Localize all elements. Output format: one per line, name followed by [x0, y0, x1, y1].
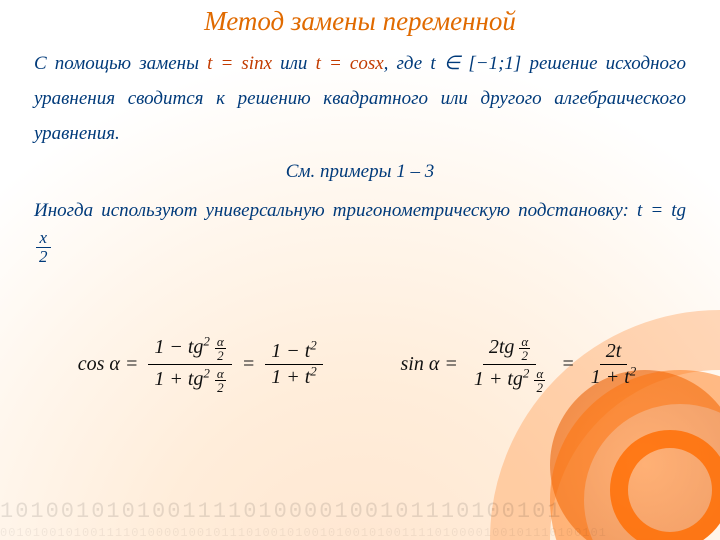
sin-big-num-md: 2	[520, 349, 531, 362]
p2-frac-den: 2	[36, 248, 51, 266]
p2-frac-num: x	[36, 229, 51, 248]
formula-sin: sin α = 2tg α2 1 + tg2 α2 = 2t 1 + t2	[400, 335, 642, 394]
cos-big-num-exp: 2	[203, 333, 210, 348]
sin-small-den-exp: 2	[630, 363, 637, 378]
sin-small-den-t: 1 + t	[591, 366, 630, 388]
cos-big-den-md: 2	[215, 381, 226, 394]
p1-sub1: t = sinx	[207, 53, 272, 74]
sin-smallfrac: 2t 1 + t2	[585, 341, 643, 388]
cos-big-den-exp: 2	[203, 365, 210, 380]
sin-big-den-mini: α2	[534, 367, 545, 394]
p2-text: Иногда используют универсальную тригоном…	[34, 200, 686, 221]
p2-frac: x2	[34, 229, 53, 266]
formula-cos: cos α = 1 − tg2 α2 1 + tg2 α2 = 1 − t2 1…	[78, 335, 323, 394]
slide-title: Метод замены переменной	[0, 6, 720, 37]
sin-bigfrac: 2tg α2 1 + tg2 α2	[468, 335, 551, 394]
sin-eq: =	[561, 353, 575, 376]
cos-small-den-t: 1 + t	[271, 366, 310, 388]
sin-big-num: 2tg α2	[483, 335, 536, 365]
sin-big-num-mini: α2	[519, 335, 530, 362]
paragraph-1: С помощью замены t = sinx или t = cosx, …	[34, 46, 686, 151]
sin-small-den: 1 + t2	[585, 365, 643, 388]
sin-big-num-mn: α	[519, 335, 530, 349]
cos-small-num-t: 1 − t	[271, 340, 310, 362]
cos-big-num-mn: α	[215, 335, 226, 349]
see-examples: См. примеры 1 – 3	[34, 161, 686, 183]
cos-big-num-a: 1 − tg	[154, 336, 203, 358]
cos-big-den-mini: α2	[215, 367, 226, 394]
sin-big-den: 1 + tg2 α2	[468, 365, 551, 394]
cos-small-den: 1 + t2	[265, 365, 323, 388]
cos-small-num: 1 − t2	[265, 341, 323, 365]
cos-big-den-a: 1 + tg	[154, 368, 203, 390]
sin-big-den-md: 2	[535, 381, 546, 394]
cos-smallfrac: 1 − t2 1 + t2	[265, 341, 323, 388]
sin-lhs: sin α =	[400, 353, 457, 376]
sin-small-num: 2t	[600, 341, 628, 365]
cos-big-den: 1 + tg2 α2	[148, 365, 231, 394]
slide-body: С помощью замены t = sinx или t = cosx, …	[34, 46, 686, 266]
formulas-row: cos α = 1 − tg2 α2 1 + tg2 α2 = 1 − t2 1…	[0, 335, 720, 394]
slide: 1010010101001111010000100101110100101 00…	[0, 0, 720, 540]
cos-big-num-md: 2	[215, 349, 226, 362]
cos-small-den-exp: 2	[310, 363, 317, 378]
cos-eq: =	[242, 353, 256, 376]
cos-big-den-mn: α	[215, 367, 226, 381]
cos-big-num: 1 − tg2 α2	[148, 335, 231, 365]
paragraph-2: Иногда используют универсальную тригоном…	[34, 193, 686, 265]
decor-binary-1: 1010010101001111010000100101110100101	[0, 499, 720, 524]
cos-lhs: cos α =	[78, 353, 139, 376]
cos-bigfrac: 1 − tg2 α2 1 + tg2 α2	[148, 335, 231, 394]
p1-pre: С помощью замены	[34, 53, 207, 74]
sin-big-den-mn: α	[534, 367, 545, 381]
sin-big-den-exp: 2	[523, 365, 530, 380]
p1-sub2: t = cosx	[316, 53, 384, 74]
p1-mid1: или	[272, 53, 316, 74]
sin-big-num-a: 2tg	[489, 336, 515, 358]
cos-small-num-exp: 2	[310, 337, 317, 352]
sin-big-den-a: 1 + tg	[474, 368, 523, 390]
decor-binary-2: 0010100101001111010000100101110100101001…	[0, 526, 720, 540]
cos-big-num-mini: α2	[215, 335, 226, 362]
